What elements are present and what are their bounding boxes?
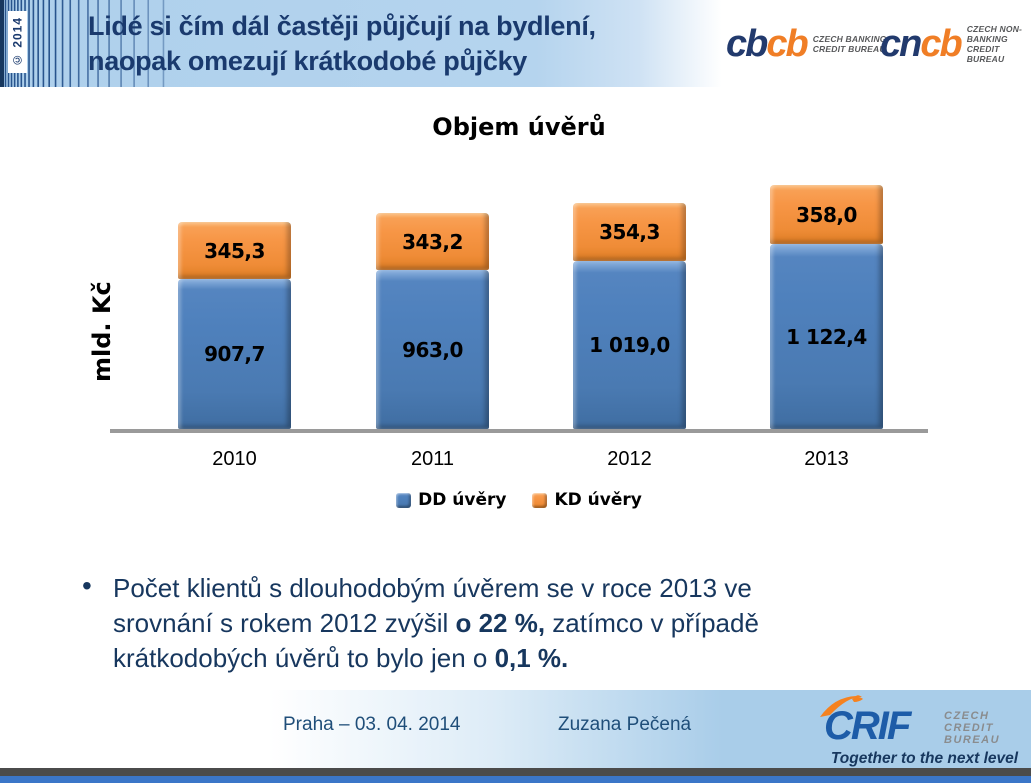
- crif-logo: CRIF CZECH CREDIT BUREAU Together to the…: [800, 692, 1030, 768]
- bar-2013-dd-value: 1 122,4: [786, 324, 867, 349]
- bar-2011-dd-value: 963,0: [402, 337, 463, 362]
- crif-tagline: Together to the next level: [830, 750, 1019, 767]
- copyright-label: © 2014: [8, 11, 27, 73]
- cbcb-logo: cbcb CZECH BANKING CREDIT BUREAU: [726, 24, 887, 64]
- cbcb-caption: CZECH BANKING CREDIT BUREAU: [812, 34, 887, 54]
- bottom-bar-gray: [0, 768, 1031, 776]
- page-title: Lidé si čím dál častěji půjčují na bydle…: [88, 9, 713, 79]
- legend-swatch-kd: [532, 492, 548, 508]
- legend-label-kd: KD úvěry: [554, 490, 642, 510]
- bar-2013-kd-value: 358,0: [796, 202, 857, 227]
- legend-item-kd: KD úvěry: [532, 490, 642, 510]
- bar-2012-dd-value: 1 019,0: [589, 333, 670, 357]
- bullet-line2: srovnání s rokem 2012 zvýšil o 22 %, zat…: [113, 608, 759, 638]
- bar-2010-kd-value: 345,3: [204, 238, 265, 263]
- cncb-logo: cncb CZECH NON-BANKING CREDIT BUREAU: [880, 24, 1031, 64]
- page-title-line2: naopak omezují krátkodobé půjčky: [88, 46, 528, 76]
- cncb-wordmark: cncb: [880, 23, 963, 65]
- x-axis-label-2012: 2012: [607, 448, 652, 470]
- bar-2012-dd-segment: 1 019,0: [573, 261, 686, 429]
- bullet-text: Počet klientů s dlouhodobým úvěrem se v …: [113, 571, 953, 676]
- cbcb-wordmark: cbcb: [726, 23, 809, 65]
- crif-swoosh-icon: [820, 695, 863, 717]
- cncb-caption: CZECH NON-BANKING CREDIT BUREAU: [966, 24, 1023, 64]
- y-axis-label: mld. Kč: [88, 281, 116, 383]
- crif-caption: CZECH CREDIT BUREAU: [944, 710, 1001, 746]
- bar-2011-kd-value: 343,2: [402, 229, 463, 254]
- header-left-edge: [0, 0, 4, 87]
- x-axis-line: [110, 429, 928, 433]
- page-title-line1: Lidé si čím dál častěji půjčují na bydle…: [88, 11, 596, 41]
- bottom-bar-blue: [0, 776, 1031, 783]
- footer: Praha – 03. 04. 2014 Zuzana Pečená CRIF …: [0, 690, 1031, 769]
- legend-swatch-dd: [396, 492, 412, 508]
- bar-2011-dd-segment: 963,0: [376, 270, 489, 429]
- footer-author: Zuzana Pečená: [558, 714, 692, 735]
- chart-legend: DD úvěry KD úvěry: [110, 490, 928, 510]
- bar-2010-dd-segment: 907,7: [178, 279, 291, 429]
- chart-title: Objem úvěrů: [432, 113, 606, 141]
- bar-2013-dd-segment: 1 122,4: [770, 244, 883, 429]
- x-axis-label-2011: 2011: [410, 448, 454, 470]
- bullet-line3: krátkodobých úvěrů to bylo jen o 0,1 %.: [113, 643, 569, 673]
- legend-item-dd: DD úvěry: [396, 490, 506, 510]
- x-axis-label-2013: 2013: [804, 448, 849, 470]
- bullet-marker: •: [82, 570, 92, 601]
- header: © 2014 Lidé si čím dál častěji půjčují n…: [0, 0, 1031, 87]
- bar-2010-kd-segment: 345,3: [178, 222, 291, 279]
- bar-2010-dd-value: 907,7: [204, 342, 265, 366]
- crif-wordmark: CRIF: [824, 704, 911, 748]
- bar-2012-kd-value: 354,3: [599, 220, 660, 244]
- bullet-line1: Počet klientů s dlouhodobým úvěrem se v …: [113, 573, 752, 603]
- x-axis-label-2010: 2010: [212, 448, 257, 470]
- bar-2013-kd-segment: 358,0: [770, 185, 883, 244]
- bar-2012-kd-segment: 354,3: [573, 203, 686, 261]
- bar-2011-kd-segment: 343,2: [376, 213, 489, 270]
- footer-place-date: Praha – 03. 04. 2014: [283, 714, 461, 735]
- legend-label-dd: DD úvěry: [418, 490, 507, 510]
